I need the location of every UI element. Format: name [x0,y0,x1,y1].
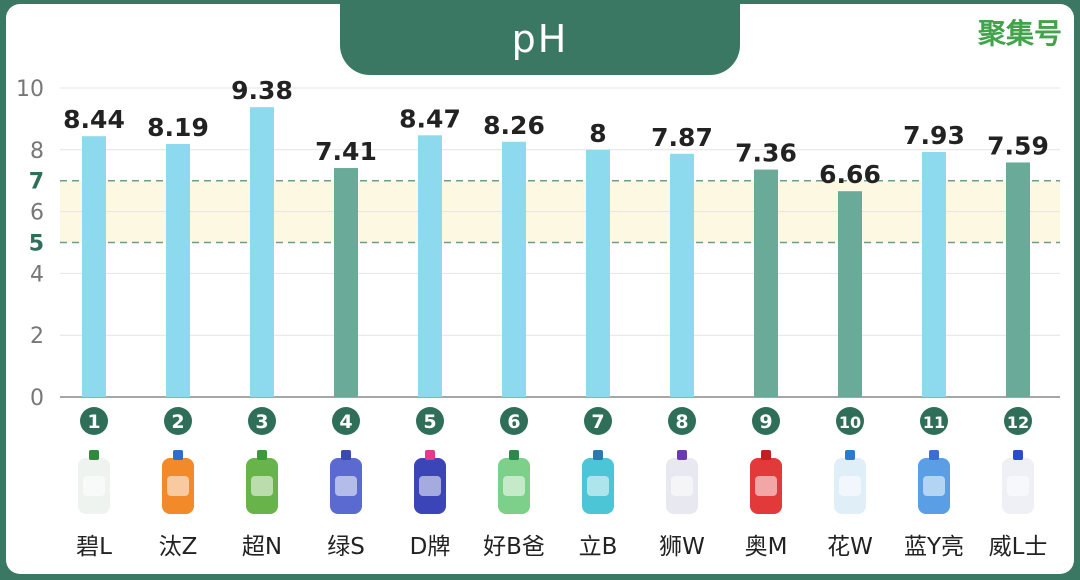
product-cap [509,450,519,460]
product-cap [845,450,855,460]
product-cap [425,450,435,460]
y-tick-label: 2 [30,324,44,349]
index-badge [248,407,276,435]
data-label: 8.44 [63,105,125,134]
bar [82,136,106,398]
index-number: 11 [923,413,945,432]
category-label: 汰Z [159,534,198,560]
product-cap [257,450,267,460]
index-number: 4 [339,411,352,433]
product-cap [677,450,687,460]
index-number: 12 [1007,413,1029,432]
index-badge [416,407,444,435]
product-cap [761,450,771,460]
index-number: 2 [171,411,184,433]
product-label [503,476,525,496]
product-cap [929,450,939,460]
category-label: 超N [242,534,282,560]
index-badge [752,407,780,435]
category-label: 狮W [659,534,705,560]
product-label [755,476,777,496]
data-label: 7.93 [903,121,965,150]
index-badge [332,407,360,435]
data-label: 7.36 [735,139,797,168]
category-label: 好B爸 [483,534,545,560]
category-label: 奥M [745,534,788,560]
product-cap [1013,450,1023,460]
category-label: 绿S [327,534,365,560]
product-cap [89,450,99,460]
bar [1006,162,1030,397]
data-label: 8.19 [147,113,209,142]
product-cap [341,450,351,460]
product-label [839,476,861,496]
y-tick-label: 7 [29,170,44,195]
bar [754,169,778,397]
index-badge [500,407,528,435]
product-label [671,476,693,496]
index-badge [164,407,192,435]
bar [922,151,946,397]
index-badge [668,407,696,435]
bar [334,168,358,397]
category-label: 蓝Y亮 [904,534,964,560]
index-badge [836,407,864,435]
data-label: 8.47 [399,104,461,133]
product-label [167,476,189,496]
index-badge [80,407,108,435]
product-label [1007,476,1029,496]
index-number: 1 [87,411,100,433]
data-label: 8.26 [483,111,545,140]
index-badge [920,407,948,435]
data-label: 6.66 [819,160,881,189]
product-cap [593,450,603,460]
index-number: 3 [255,411,268,433]
y-tick-label: 6 [30,201,44,226]
y-tick-label: 10 [16,77,44,102]
index-number: 5 [423,411,436,433]
category-label: 花W [827,534,873,560]
y-tick-label: 0 [30,386,44,411]
index-badge [584,407,612,435]
chart-title: pH [340,0,740,75]
category-label: 立B [579,534,618,560]
product-label [419,476,441,496]
product-label [251,476,273,496]
index-number: 8 [675,411,688,433]
data-label: 7.59 [987,131,1049,160]
category-label: D牌 [410,534,451,560]
bar [670,153,694,397]
index-number: 7 [591,411,604,433]
category-label: 碧L [76,534,112,560]
bar [166,143,190,397]
data-label: 7.41 [315,137,377,166]
index-number: 10 [839,413,861,432]
product-label [923,476,945,496]
y-tick-label: 8 [30,139,44,164]
data-label: 9.38 [231,76,293,105]
bar [838,191,862,397]
category-label: 威L士 [989,534,1048,560]
bar [250,107,274,398]
watermark-logo: 聚集号 [977,17,1062,50]
y-tick-label: 4 [30,262,44,287]
bar [418,135,442,398]
product-label [335,476,357,496]
bar [586,149,610,397]
product-label [587,476,609,496]
index-badge [1004,407,1032,435]
bar [502,141,526,397]
index-number: 9 [759,411,772,433]
product-label [83,476,105,496]
data-label: 7.87 [651,123,713,152]
index-number: 6 [507,411,520,433]
data-label: 8 [589,119,606,148]
product-cap [173,450,183,460]
y-tick-label: 5 [29,232,44,257]
